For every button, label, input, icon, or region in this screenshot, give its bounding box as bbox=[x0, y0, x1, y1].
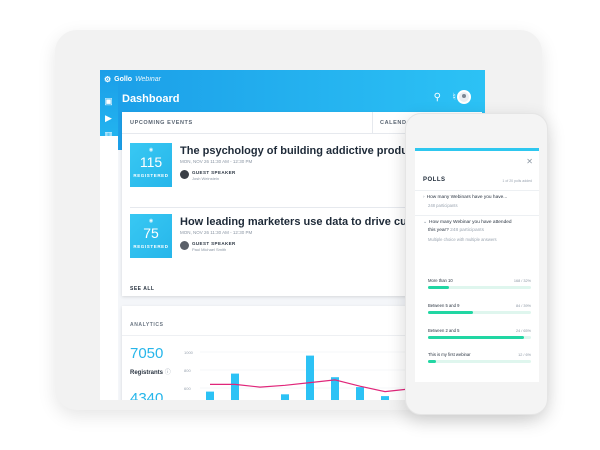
guest-speaker-label: GUEST SPEAKER bbox=[192, 170, 236, 175]
polls-screen: ✕ POLLS 1 of 20 polls added › How many We… bbox=[415, 148, 539, 382]
event-item[interactable]: ◉ 75 REGISTERED How leading marketers us… bbox=[130, 214, 476, 282]
y-tick-label: 600 bbox=[184, 386, 191, 391]
event-divider bbox=[130, 207, 476, 208]
brand-suffix: Webinar bbox=[135, 76, 162, 83]
poll-question-text: How many Webinar you have attended bbox=[429, 220, 512, 225]
guest-speaker-name: Paul Michael Smith bbox=[192, 247, 227, 252]
ticket-icon: ◉ bbox=[148, 218, 154, 224]
ticket-icon: ◉ bbox=[148, 147, 154, 153]
polls-count: 1 of 20 polls added bbox=[502, 179, 532, 183]
poll-question[interactable]: › How many Webinars have you have... bbox=[423, 195, 507, 201]
guest-speaker-label: GUEST SPEAKER bbox=[192, 241, 236, 246]
brand-logo: ⚙ Gollo Webinar bbox=[104, 75, 161, 84]
event-title[interactable]: The psychology of building addictive pro… bbox=[180, 145, 427, 157]
events-tabs: UPCOMING EVENTS CALENDAR bbox=[122, 112, 482, 134]
bell-icon[interactable]: ♮ bbox=[452, 92, 456, 103]
analytics-divider bbox=[122, 335, 482, 336]
registered-count: 115 bbox=[139, 154, 163, 170]
event-title[interactable]: How leading marketers use data to drive … bbox=[180, 216, 444, 228]
poll-participants: 248 participants bbox=[428, 203, 458, 208]
see-all-link[interactable]: SEE ALL bbox=[130, 286, 155, 292]
chevron-down-icon: ⌄ bbox=[423, 220, 428, 225]
y-tick-label: 800 bbox=[184, 368, 191, 373]
poll-question-text-2: this year? bbox=[428, 228, 449, 233]
chart-bar bbox=[206, 391, 214, 400]
poll-question-expanded[interactable]: ⌄ How many Webinar you have attended bbox=[423, 220, 512, 226]
tab-calendar[interactable]: CALENDAR bbox=[380, 120, 416, 126]
chevron-right-icon: › bbox=[423, 195, 425, 200]
poll-option-label: More than 10 bbox=[428, 278, 453, 283]
polls-title: POLLS bbox=[423, 177, 446, 183]
phone-device: ✕ POLLS 1 of 20 polls added › How many We… bbox=[405, 113, 548, 415]
tab-upcoming-events[interactable]: UPCOMING EVENTS bbox=[130, 120, 193, 126]
play-icon[interactable]: ▶ bbox=[105, 113, 112, 123]
analytics-title: ANALYTICS bbox=[130, 322, 164, 328]
poll-option-fill bbox=[428, 336, 524, 339]
camera-icon[interactable]: ▣ bbox=[104, 96, 113, 106]
poll-option-fill bbox=[428, 311, 474, 314]
chart-bar bbox=[356, 387, 364, 400]
y-tick-label: 1000 bbox=[184, 350, 194, 355]
poll-option-bar bbox=[428, 336, 531, 339]
avatar[interactable] bbox=[457, 90, 471, 104]
poll-option-label: Between 2 and 5 bbox=[428, 328, 460, 333]
poll-option-bar bbox=[428, 360, 531, 363]
registrants-label-text: Registrants bbox=[130, 370, 164, 376]
sidebar-rail: ▣ ▶ ▥ ⚙ bbox=[100, 70, 118, 400]
registrants-value: 7050 bbox=[130, 345, 164, 362]
registered-label: REGISTERED bbox=[133, 173, 169, 178]
poll-option-fill bbox=[428, 286, 449, 289]
bar-chart-icon[interactable]: ▥ bbox=[104, 130, 113, 140]
chart-bar bbox=[231, 373, 239, 400]
chart-bar bbox=[331, 377, 339, 400]
poll-option-value: 24 / 65% bbox=[516, 329, 531, 333]
poll-question-line2: this year? 248 participants bbox=[428, 228, 484, 234]
chart-bar bbox=[281, 394, 289, 400]
poll-question-text: How many Webinars have you have... bbox=[426, 195, 508, 200]
registered-badge: ◉ 75 REGISTERED bbox=[130, 214, 172, 258]
poll-option-fill bbox=[428, 360, 437, 363]
poll-option-value: 84 / 39% bbox=[516, 304, 531, 308]
brand-name: Gollo bbox=[114, 76, 133, 83]
search-icon[interactable]: ⚲ bbox=[433, 92, 441, 103]
second-stat-value: 4340 bbox=[130, 390, 164, 400]
page-title: Dashboard bbox=[122, 93, 180, 105]
guest-speaker-name: Josh Weinstein bbox=[192, 176, 220, 181]
divider bbox=[415, 190, 539, 191]
guest-avatar bbox=[180, 241, 189, 250]
close-icon[interactable]: ✕ bbox=[526, 157, 533, 166]
poll-option-label: Between 5 and 9 bbox=[428, 303, 460, 308]
poll-option-label: This is my first webinar bbox=[428, 352, 471, 357]
registrants-label: Registrants ⓘ bbox=[130, 367, 171, 376]
event-datetime: MON, NOV 26 11:30 AM - 12:30 PM bbox=[180, 230, 253, 235]
poll-option-bar bbox=[428, 311, 531, 314]
poll-option-value: 168 / 32% bbox=[513, 279, 531, 283]
tab-divider bbox=[372, 112, 373, 134]
chart-bar bbox=[306, 355, 314, 400]
accent-bar bbox=[415, 148, 539, 151]
divider bbox=[415, 215, 539, 216]
registered-count: 75 bbox=[143, 225, 159, 241]
guest-avatar bbox=[180, 170, 189, 179]
registered-label: REGISTERED bbox=[133, 244, 169, 249]
poll-option-value: 12 / 6% bbox=[518, 353, 531, 357]
poll-option-bar bbox=[428, 286, 531, 289]
event-item[interactable]: ◉ 115 REGISTERED The psychology of build… bbox=[130, 143, 476, 211]
chart-bar bbox=[381, 396, 389, 400]
logo-gear-icon: ⚙ bbox=[104, 75, 112, 84]
gear-icon[interactable]: ⚙ bbox=[104, 147, 113, 157]
poll-participants: 248 participants bbox=[450, 228, 485, 233]
registered-badge: ◉ 115 REGISTERED bbox=[130, 143, 172, 187]
poll-type: Multiple choice with multiple answers bbox=[428, 237, 497, 242]
info-icon[interactable]: ⓘ bbox=[164, 370, 171, 376]
event-datetime: MON, NOV 26 11:30 AM - 12:30 PM bbox=[180, 159, 253, 164]
